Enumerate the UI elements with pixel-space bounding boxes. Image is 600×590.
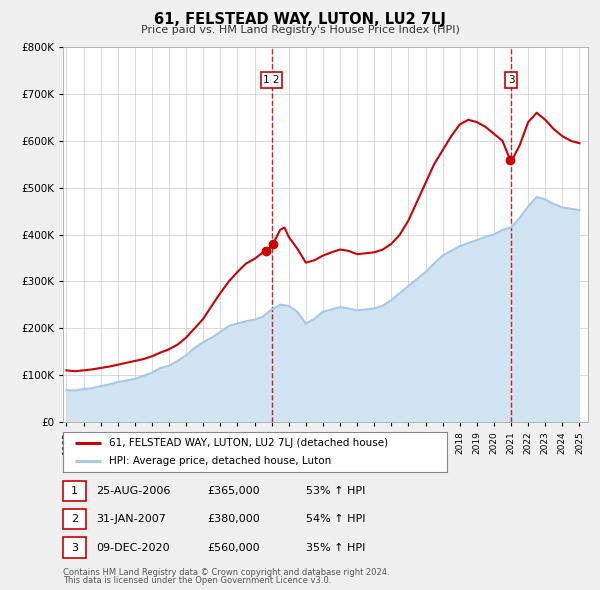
Text: 53% ↑ HPI: 53% ↑ HPI [306, 486, 365, 496]
Text: 61, FELSTEAD WAY, LUTON, LU2 7LJ: 61, FELSTEAD WAY, LUTON, LU2 7LJ [154, 12, 446, 27]
Text: 3: 3 [71, 543, 78, 552]
Text: Contains HM Land Registry data © Crown copyright and database right 2024.: Contains HM Land Registry data © Crown c… [63, 568, 389, 577]
Text: 25-AUG-2006: 25-AUG-2006 [96, 486, 170, 496]
Text: Price paid vs. HM Land Registry's House Price Index (HPI): Price paid vs. HM Land Registry's House … [140, 25, 460, 35]
Text: 31-JAN-2007: 31-JAN-2007 [96, 514, 166, 524]
Text: 2: 2 [71, 514, 78, 524]
Text: This data is licensed under the Open Government Licence v3.0.: This data is licensed under the Open Gov… [63, 576, 331, 585]
Text: £365,000: £365,000 [207, 486, 260, 496]
Text: HPI: Average price, detached house, Luton: HPI: Average price, detached house, Luto… [109, 456, 331, 466]
Text: £380,000: £380,000 [207, 514, 260, 524]
Text: 54% ↑ HPI: 54% ↑ HPI [306, 514, 365, 524]
Text: 61, FELSTEAD WAY, LUTON, LU2 7LJ (detached house): 61, FELSTEAD WAY, LUTON, LU2 7LJ (detach… [109, 438, 388, 448]
Text: £560,000: £560,000 [207, 543, 260, 552]
Text: 1: 1 [71, 486, 78, 496]
Text: 09-DEC-2020: 09-DEC-2020 [96, 543, 170, 552]
Text: 3: 3 [508, 75, 514, 85]
Text: 35% ↑ HPI: 35% ↑ HPI [306, 543, 365, 552]
Text: 1 2: 1 2 [263, 75, 280, 85]
